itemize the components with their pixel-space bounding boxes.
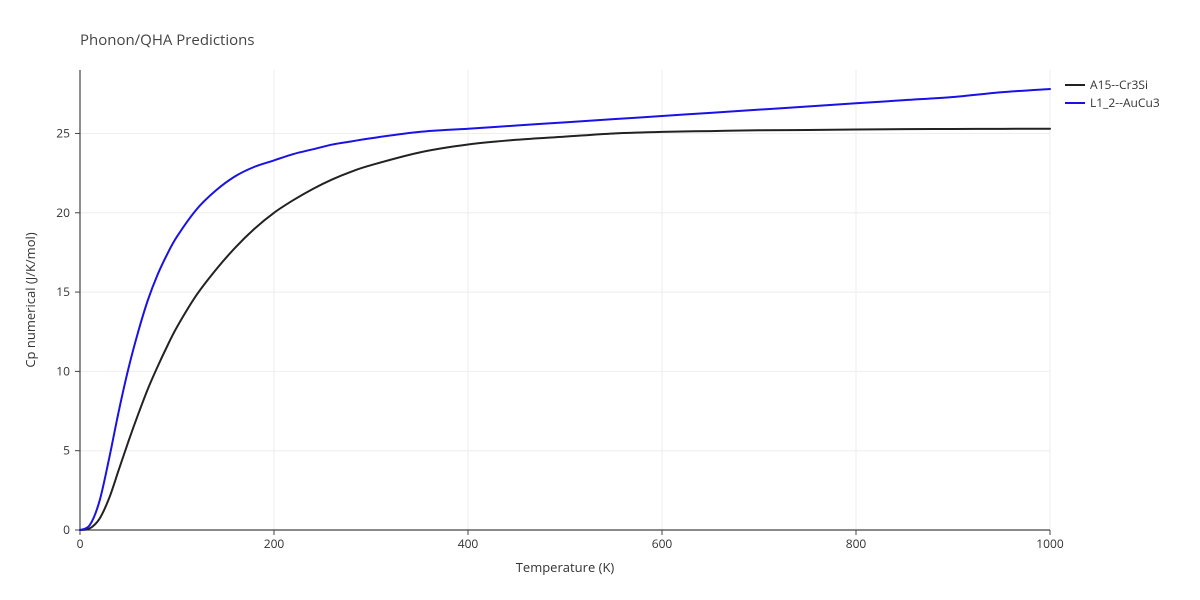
y-tick-label: 25 (56, 124, 70, 141)
x-tick-label: 0 (77, 535, 84, 552)
chart-svg: 0 200 400 600 800 1000 0 5 10 15 20 25 Temperature (… (0, 0, 1200, 600)
y-tick-label: 5 (63, 442, 70, 459)
y-tick-label: 0 (63, 521, 70, 538)
y-axis-label: Cp numerical (J/K/mol) (21, 232, 39, 367)
x-tick-label: 200 (264, 535, 285, 552)
chart-container: Phonon/QHA Predictions 02004006008001000… (0, 0, 1200, 600)
legend-item[interactable]: L1_2--AuCu3 (1065, 94, 1160, 111)
series-line-1 (80, 89, 1050, 530)
series-line-0 (80, 129, 1050, 530)
legend-item[interactable]: A15--Cr3Si (1065, 76, 1148, 93)
x-tick-label: 600 (652, 535, 673, 552)
y-tick-label: 20 (56, 204, 70, 221)
y-tick-label: 10 (56, 362, 70, 379)
legend-swatch (1065, 84, 1085, 86)
x-tick-label: 400 (458, 535, 479, 552)
x-axis-label: Temperature (K) (516, 558, 615, 576)
x-tick-label: 800 (846, 535, 867, 552)
legend-label: L1_2--AuCu3 (1090, 94, 1160, 111)
legend-swatch (1065, 102, 1085, 104)
y-tick-label: 15 (56, 283, 70, 300)
x-tick-label: 1000 (1036, 535, 1064, 552)
legend-label: A15--Cr3Si (1090, 76, 1148, 93)
